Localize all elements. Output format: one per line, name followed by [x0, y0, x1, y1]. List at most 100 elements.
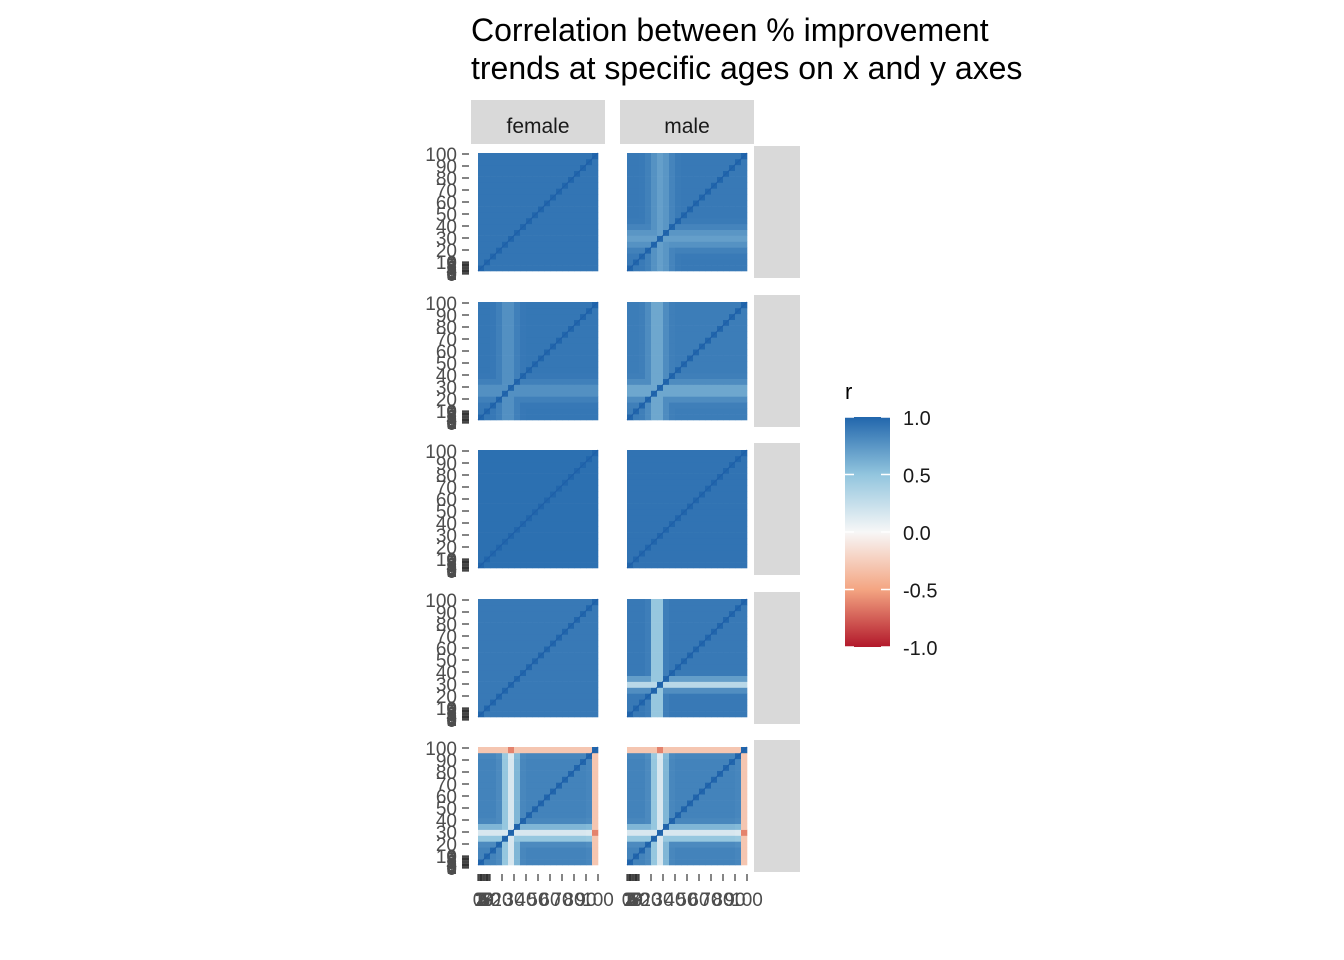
heatmap-cell [568, 455, 575, 463]
heatmap-cell [675, 408, 682, 415]
heatmap-cell [699, 503, 706, 510]
heatmap-cell [544, 747, 551, 754]
heatmap-cell [705, 556, 712, 563]
heatmap-cell [735, 817, 742, 824]
heatmap-cell [520, 853, 527, 860]
heatmap-cell [633, 675, 640, 682]
heatmap-cell [502, 663, 509, 671]
facet-grid: femalemaleCanada012345678910203040506070… [425, 100, 800, 911]
heatmap-cell [651, 634, 658, 641]
heatmap-cell [633, 669, 640, 676]
heatmap-cell [550, 337, 557, 344]
heatmap-cell [562, 859, 569, 866]
heatmap-cell [508, 325, 515, 332]
heatmap-cell [496, 681, 503, 688]
heatmap-cell [681, 402, 688, 409]
heatmap-cell [699, 408, 706, 415]
heatmap-cell [574, 200, 581, 207]
heatmap-cell [532, 556, 539, 563]
heatmap-cell [532, 408, 539, 415]
heatmap-cell [550, 538, 557, 545]
heatmap-cell [484, 253, 491, 260]
heatmap-cell [645, 829, 652, 836]
heatmap-cell [496, 450, 503, 457]
heatmap-cell [568, 681, 575, 688]
heatmap-cell [735, 550, 742, 557]
heatmap-cell [729, 194, 736, 201]
heatmap-cell [538, 479, 545, 486]
heatmap-cell [729, 390, 736, 397]
heatmap-cell [520, 503, 527, 510]
heatmap-cell [651, 693, 658, 700]
heatmap-cell [556, 681, 563, 688]
heatmap-cell [723, 669, 730, 676]
heatmap-cell [514, 538, 521, 545]
heatmap-cell [538, 817, 545, 824]
heatmap-cell [490, 355, 497, 362]
heatmap-cell [556, 599, 563, 606]
heatmap-cell [729, 253, 736, 260]
heatmap-cell [556, 794, 563, 801]
heatmap-cell [711, 526, 718, 533]
heatmap-cell [490, 491, 497, 498]
heatmap-cell [693, 782, 700, 789]
heatmap-cell [574, 817, 581, 824]
heatmap-cell [717, 319, 724, 326]
heatmap-cell [532, 455, 539, 463]
heatmap-cell [627, 847, 634, 854]
heatmap-cell [741, 241, 748, 248]
heatmap-cell [496, 829, 503, 836]
y-tick-label: 80 [436, 169, 457, 190]
heatmap-cell [550, 800, 557, 807]
heatmap-cell [675, 253, 682, 260]
heatmap-cell [699, 782, 706, 789]
heatmap-cell [627, 841, 634, 848]
heatmap-cell [729, 170, 736, 177]
heatmap-cell [586, 467, 593, 474]
heatmap-cell [490, 384, 497, 391]
heatmap-cell [627, 450, 634, 457]
heatmap-cell [484, 223, 491, 230]
heatmap-cell [657, 675, 664, 682]
heatmap-cell [532, 823, 539, 830]
heatmap-cell [693, 325, 700, 332]
heatmap-cell [663, 461, 670, 468]
heatmap-cell [723, 794, 730, 801]
heatmap-cell [681, 467, 688, 474]
heatmap-cell [681, 681, 688, 688]
heatmap-cell [639, 526, 646, 533]
heatmap-cell [562, 687, 569, 694]
heatmap-cell [556, 307, 563, 315]
heatmap-cell [711, 229, 718, 236]
heatmap-cell [514, 622, 521, 629]
heatmap-cell [526, 194, 533, 201]
heatmap-cell [735, 414, 742, 421]
heatmap-cell [592, 859, 599, 866]
heatmap-cell [735, 532, 742, 539]
heatmap-cell [520, 782, 527, 789]
heatmap-cell [651, 164, 658, 171]
heatmap-cell [514, 200, 521, 207]
heatmap-cell [508, 170, 515, 177]
heatmap-cell [663, 259, 670, 266]
heatmap-cell [729, 658, 736, 665]
heatmap-cell [693, 681, 700, 688]
heatmap-cell [568, 372, 575, 379]
y-tick-label: 2 [446, 560, 457, 581]
heatmap-cell [526, 646, 533, 653]
heatmap-cell [532, 355, 539, 362]
heatmap-cell [490, 194, 497, 201]
heatmap-cell [723, 693, 730, 700]
heatmap-cell [711, 550, 718, 557]
heatmap-cell [663, 408, 670, 415]
heatmap-cell [556, 556, 563, 563]
heatmap-cell [520, 640, 527, 647]
heatmap-cell [490, 681, 497, 688]
heatmap-cell [550, 841, 557, 848]
heatmap-cell [687, 693, 694, 700]
heatmap-cell [675, 693, 682, 700]
heatmap-cell [675, 378, 682, 385]
heatmap-cell [526, 640, 533, 647]
heatmap-cell [562, 658, 569, 665]
heatmap-cell [532, 319, 539, 326]
